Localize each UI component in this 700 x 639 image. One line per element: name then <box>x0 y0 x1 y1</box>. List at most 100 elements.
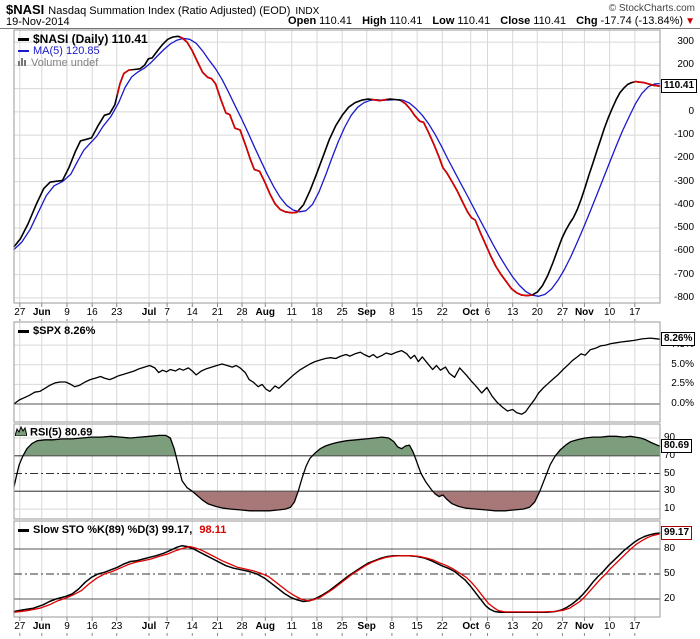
x-axis-label: 11 <box>286 307 297 318</box>
quote-close: Close 110.41 <box>500 15 567 27</box>
spx-legend-item: $SPX 8.26% <box>18 325 95 337</box>
series--spx <box>13 337 661 415</box>
page-title: Nasdaq Summation Index (Ratio Adjusted) … <box>48 5 291 17</box>
rsi-legend-item: RSI(5) 80.69 <box>14 425 92 438</box>
x-axis-label: 13 <box>507 307 519 318</box>
panel-spx <box>13 321 661 423</box>
nasi-line-swatch-icon <box>18 38 29 42</box>
x-axis-label: 17 <box>629 621 641 632</box>
x-axis-label: Nov <box>574 621 594 632</box>
y-axis-label: -600 <box>673 245 694 257</box>
rsi-legend: RSI(5) 80.69 <box>14 425 92 438</box>
oversold-band <box>192 491 299 511</box>
sto-line-swatch-icon <box>18 528 29 532</box>
x-axis-label: 28 <box>236 621 248 632</box>
series--nasi <box>13 35 661 297</box>
x-axis-label: 22 <box>436 621 448 632</box>
x-axis-label: 27 <box>14 307 26 318</box>
y-axis-label: 90 <box>664 432 676 444</box>
stockcharts-watermark: © StockCharts.com <box>608 3 695 14</box>
y-axis-label: 0.0% <box>671 397 694 409</box>
sto-last-value-box: 99.17 <box>661 526 693 540</box>
nasi-last-value-box: 110.41 <box>661 79 698 93</box>
y-axis-label: 50 <box>664 467 676 479</box>
volume-legend-item: Volume undef <box>18 57 148 69</box>
quote-open: Open 110.41 <box>288 15 352 27</box>
x-axis-label: Aug <box>255 621 276 632</box>
volume-bars-icon <box>18 57 28 69</box>
panel-border <box>13 423 661 520</box>
ohlc-quote-line: Open 110.41 High 110.41 Low 110.41 Close 110… <box>281 15 695 27</box>
x-axis-label: 20 <box>531 307 543 318</box>
x-axis-label: Nov <box>574 307 594 318</box>
series-down-segment <box>371 98 387 102</box>
x-axis-label: 25 <box>336 621 348 632</box>
x-axis-label: Oct <box>462 307 480 318</box>
x-axis-label: Aug <box>255 307 276 318</box>
x-axis-label: 10 <box>604 307 616 318</box>
x-axis-label: 6 <box>484 307 491 318</box>
x-axis-label: 8 <box>389 621 395 632</box>
x-axis-label: 22 <box>436 307 448 318</box>
y-axis-label: 80 <box>664 543 676 554</box>
change-down-arrow-icon: ▼ <box>685 16 695 27</box>
y-axis-label: 10 <box>664 503 676 515</box>
x-axis-label: Sep <box>357 307 376 318</box>
x-axis-label: Jul <box>141 621 157 632</box>
quote-date: 19-Nov-2014 <box>6 16 70 28</box>
y-axis-label: 30 <box>664 485 676 497</box>
x-axis-label: 7 <box>164 621 170 632</box>
y-axis-label: -700 <box>673 268 694 280</box>
x-axis-label: Jul <box>141 307 157 318</box>
panel-border <box>13 29 661 304</box>
x-axis-label: 14 <box>186 621 198 632</box>
overbought-band <box>312 437 415 456</box>
nasi-legend-item: $NASI (Daily) 110.41 <box>18 33 148 45</box>
x-axis-label: 6 <box>484 621 491 632</box>
nasi-legend: $NASI (Daily) 110.41 MA(5) 120.85 Volume… <box>18 33 148 69</box>
x-axis-label: 13 <box>507 621 519 632</box>
x-axis-label: 15 <box>411 621 423 632</box>
sto-legend: Slow STO %K(89) %D(3) 99.17, 98.11 <box>18 524 226 536</box>
y-axis-label: -300 <box>673 175 694 187</box>
x-axis-label: 9 <box>64 621 70 632</box>
symbol: $NASI <box>6 2 45 17</box>
spx-line-swatch-icon <box>18 329 29 333</box>
ma5-legend-item: MA(5) 120.85 <box>18 45 148 57</box>
quote-change: Chg -17.74 (-13.84%) ▼ <box>576 15 695 27</box>
x-axis-label: 21 <box>211 307 224 318</box>
x-axis-label: 27 <box>556 621 569 632</box>
panel-rsi <box>13 423 661 520</box>
y-axis-label: -800 <box>673 291 694 303</box>
x-axis-label: Sep <box>357 621 376 632</box>
x-axis-label: 17 <box>629 307 641 318</box>
x-axis-label: 23 <box>111 307 123 318</box>
y-axis-label: 0 <box>688 105 694 117</box>
title-line: $NASI Nasdaq Summation Index (Ratio Adjus… <box>6 1 319 19</box>
x-axis-label: 23 <box>111 621 123 632</box>
x-axis-label: 20 <box>531 621 543 632</box>
quote-high: High 110.41 <box>362 15 423 27</box>
ma5-line-swatch-icon <box>18 50 29 53</box>
quote-low: Low 110.41 <box>432 15 491 27</box>
rsi-last-value-box: 80.69 <box>661 439 693 453</box>
x-axis-label: 7 <box>164 307 170 318</box>
sto-d-value: 98.11 <box>199 524 227 536</box>
chart-header: $NASI Nasdaq Summation Index (Ratio Adjus… <box>0 0 700 29</box>
y-axis-label: -100 <box>673 129 694 141</box>
x-axis-label: Jun <box>32 621 51 632</box>
oversold-band <box>432 491 540 511</box>
x-axis-labels-bottom: 27 Jun 9 16 23 Jul 7 14 21 28 Aug 11 18 25 Sep 8 15 22 Oct… <box>0 621 700 634</box>
series--k <box>13 532 661 614</box>
y-axis-label: 20 <box>664 593 676 604</box>
overbought-band <box>23 435 176 456</box>
y-axis-label: -200 <box>673 152 694 164</box>
spx-last-value-box: 8.26% <box>661 332 696 346</box>
overbought-band <box>555 436 660 456</box>
x-axis-label: 16 <box>86 307 98 318</box>
x-axis-label: 25 <box>336 307 348 318</box>
panel-sto <box>13 520 661 618</box>
series-down-segment <box>633 80 661 87</box>
